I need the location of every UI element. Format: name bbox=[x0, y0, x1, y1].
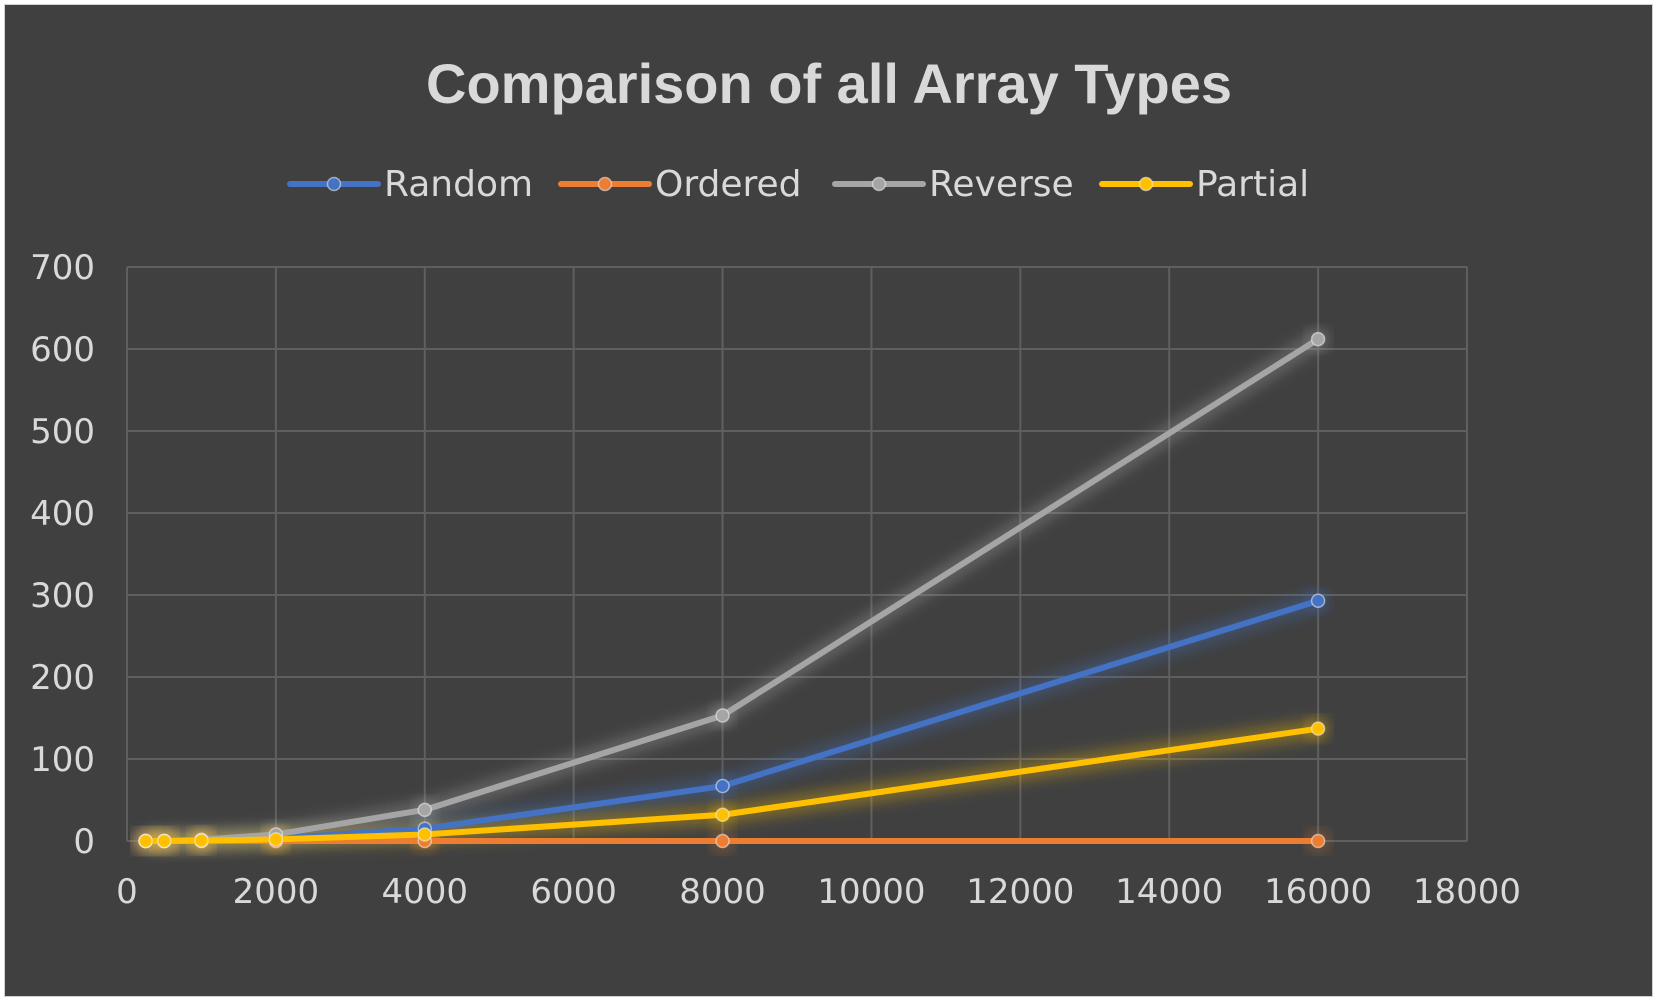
x-tick-label: 12000 bbox=[966, 872, 1074, 912]
data-point-partial bbox=[715, 807, 730, 823]
chart-canvas: Comparison of all Array Types Random Orde… bbox=[30, 52, 1521, 912]
data-point-random bbox=[1310, 593, 1326, 608]
legend-item-partial: Partial bbox=[1099, 164, 1309, 205]
chart-frame: Comparison of all Array Types Random Orde… bbox=[4, 4, 1653, 997]
y-tick-label: 300 bbox=[30, 576, 95, 616]
y-tick-label: 200 bbox=[30, 658, 95, 698]
series-glow-layer bbox=[134, 328, 1330, 852]
chart-title: Comparison of all Array Types bbox=[426, 52, 1232, 115]
y-tick-label: 400 bbox=[30, 494, 95, 534]
data-point-partial bbox=[138, 833, 153, 849]
series-partial bbox=[138, 721, 1326, 849]
legend-label-random: Random bbox=[384, 164, 533, 205]
data-point-partial bbox=[1310, 721, 1326, 736]
legend-label-reverse: Reverse bbox=[929, 164, 1074, 205]
data-point-reverse bbox=[715, 708, 730, 723]
legend-marker-ordered bbox=[597, 176, 613, 192]
legend-item-reverse: Reverse bbox=[832, 164, 1074, 205]
data-point-partial bbox=[194, 833, 209, 848]
x-tick-label: 2000 bbox=[233, 872, 320, 912]
data-point-reverse bbox=[417, 802, 433, 818]
legend-label-partial: Partial bbox=[1196, 164, 1309, 205]
legend-item-ordered: Ordered bbox=[558, 164, 802, 205]
series-layer bbox=[138, 331, 1326, 849]
data-point-random bbox=[715, 778, 730, 794]
series-reverse bbox=[138, 331, 1326, 849]
data-point-partial bbox=[156, 833, 172, 849]
x-tick-label: 14000 bbox=[1115, 872, 1223, 912]
data-point-partial bbox=[268, 832, 284, 847]
x-tick-label: 10000 bbox=[817, 872, 925, 912]
chart-legend: Random Ordered Reverse Partial bbox=[287, 164, 1309, 205]
data-point-partial bbox=[417, 827, 433, 842]
legend-marker-random bbox=[326, 176, 342, 192]
x-tick-label: 4000 bbox=[382, 872, 469, 912]
data-point-ordered bbox=[1310, 833, 1326, 849]
x-tick-label: 8000 bbox=[679, 872, 766, 912]
y-tick-label: 600 bbox=[30, 330, 95, 370]
legend-marker-reverse bbox=[871, 176, 887, 192]
x-tick-label: 16000 bbox=[1264, 872, 1372, 912]
data-point-ordered bbox=[715, 833, 730, 849]
y-tick-label: 100 bbox=[30, 740, 95, 780]
data-point-reverse bbox=[1310, 331, 1326, 347]
x-tick-label: 18000 bbox=[1413, 872, 1521, 912]
legend-item-random: Random bbox=[287, 164, 533, 205]
series-glow-reverse bbox=[145, 331, 1323, 850]
y-axis-ticks: 0 100 200 300 400 500 600 700 bbox=[30, 248, 95, 862]
x-tick-label: 0 bbox=[116, 872, 138, 912]
x-tick-label: 6000 bbox=[530, 872, 617, 912]
x-axis-ticks: 0 2000 4000 6000 8000 10000 12000 14000 16000 180… bbox=[116, 872, 1521, 912]
series-line-reverse bbox=[142, 336, 1322, 844]
legend-marker-partial bbox=[1138, 176, 1154, 192]
y-tick-label: 700 bbox=[30, 248, 95, 288]
y-tick-label: 500 bbox=[30, 412, 95, 452]
y-tick-label: 0 bbox=[73, 822, 95, 862]
legend-label-ordered: Ordered bbox=[655, 164, 802, 205]
